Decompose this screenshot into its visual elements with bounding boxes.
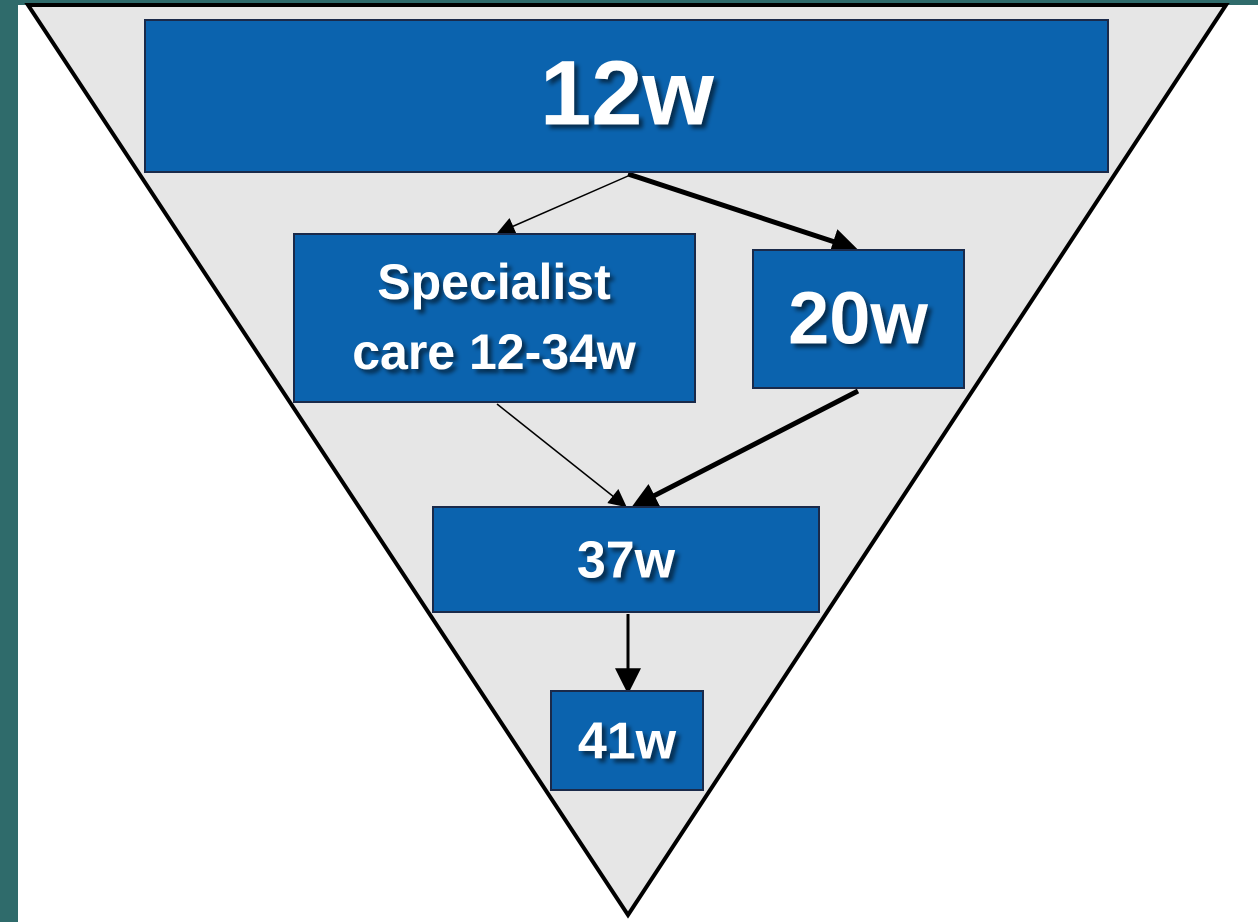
node-label: Specialist (377, 254, 611, 310)
node-label: 12w (540, 42, 714, 144)
node-box (752, 249, 965, 389)
funnel (24, 3, 1230, 919)
arrow (496, 403, 627, 508)
node-box (293, 233, 696, 403)
node-label: 37w (577, 532, 676, 590)
node-box (144, 19, 1109, 173)
arrow (496, 175, 629, 235)
node-box (550, 690, 704, 791)
node-box (432, 506, 820, 613)
node-label: 41w (578, 713, 677, 771)
node-label: care 12-34w (352, 324, 636, 380)
node-label: 20w (788, 277, 928, 360)
arrow (631, 388, 860, 508)
arrow (627, 171, 858, 254)
